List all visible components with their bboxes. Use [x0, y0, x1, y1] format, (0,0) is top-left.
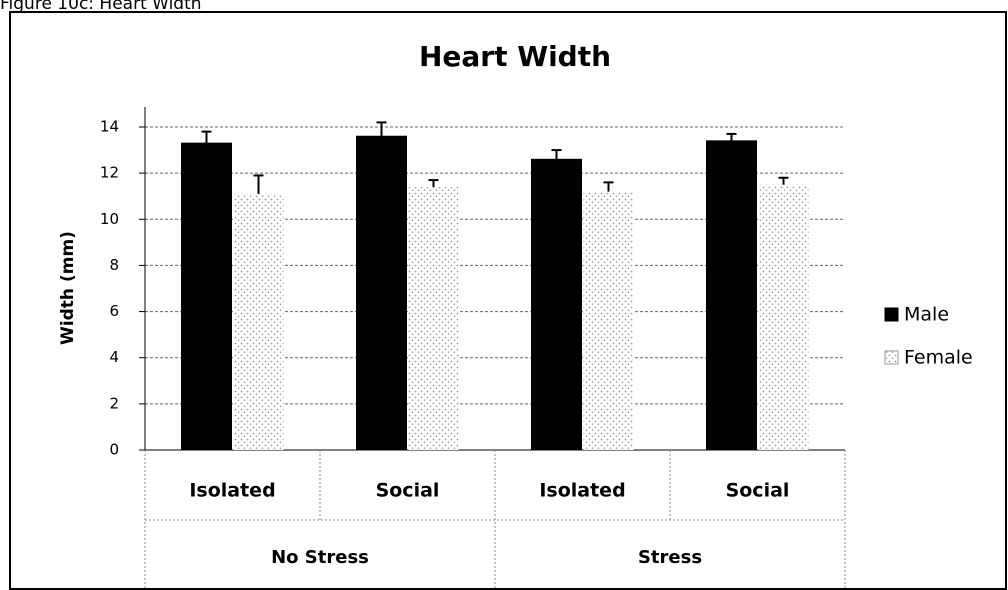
error-bar: [603, 181, 614, 192]
x-tick-label: Social: [726, 480, 790, 502]
error-bar: [376, 121, 387, 137]
bar: [356, 135, 407, 451]
group-label: No Stress: [271, 547, 369, 568]
y-tick-label: 12: [100, 164, 119, 182]
y-axis-label: Width (mm): [58, 231, 78, 345]
chart-frame: [9, 11, 1007, 590]
bar: [531, 158, 582, 451]
y-tick-label: 0: [109, 441, 119, 459]
y-tick-label: 6: [109, 302, 119, 320]
legend-label: Female: [904, 347, 973, 369]
error-bar: [551, 149, 562, 160]
caption: Figure 10c: Heart Width: [0, 0, 202, 14]
bar: [181, 142, 232, 451]
error-bar: [201, 130, 212, 144]
y-tick-label: 14: [100, 118, 119, 136]
chart-title: Heart Width: [419, 40, 611, 73]
x-tick-label: Isolated: [189, 480, 275, 502]
y-tick-label: 10: [100, 210, 119, 228]
x-tick-label: Social: [376, 480, 440, 502]
bar: [758, 184, 809, 450]
error-bar: [428, 179, 439, 187]
bar: [706, 140, 757, 451]
y-tick-label: 4: [109, 348, 119, 366]
group-label: Stress: [638, 547, 702, 568]
y-tick-label: 2: [109, 394, 119, 412]
error-bar: [778, 176, 789, 185]
y-tick-label: 8: [109, 256, 119, 274]
bar: [233, 193, 284, 450]
bar: [583, 191, 634, 450]
bar: [408, 186, 459, 450]
legend-swatch: [884, 350, 899, 365]
x-tick-label: Isolated: [539, 480, 625, 502]
error-bar: [253, 174, 264, 194]
error-bar: [726, 132, 737, 141]
legend-label: Male: [904, 304, 949, 326]
legend-swatch: [884, 307, 899, 322]
